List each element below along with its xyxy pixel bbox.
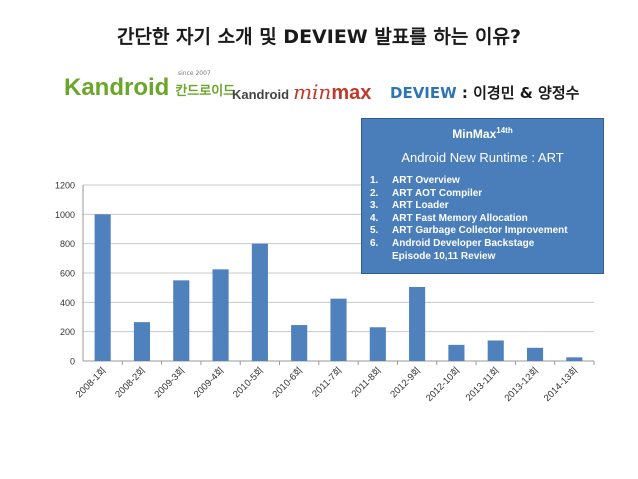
x-tick-label: 2012-10회 xyxy=(424,365,463,404)
x-tick-label: 2011-8회 xyxy=(350,365,384,399)
x-tick-label: 2013-11회 xyxy=(464,365,502,403)
y-tick-label: 1200 xyxy=(55,181,75,191)
x-tick-label: 2012-9회 xyxy=(388,365,423,400)
speaker-deview-label: DEVIEW xyxy=(390,84,457,102)
x-tick-label: 2014-13회 xyxy=(542,365,581,404)
bar xyxy=(251,243,268,361)
x-tick-label: 2013-12회 xyxy=(503,365,542,404)
minmax-logo-kandroid: Kandroid xyxy=(232,87,290,102)
list-item: 6. Android Developer Backstage xyxy=(370,238,603,251)
list-item-number: 5. xyxy=(370,225,379,237)
minmax-logo-min: min xyxy=(293,80,332,104)
list-item-text: ART AOT Compiler xyxy=(392,187,483,199)
list-item-number: 3. xyxy=(370,200,379,212)
bar xyxy=(94,214,111,361)
bar xyxy=(487,340,504,361)
list-item-text: ART Loader xyxy=(392,200,449,212)
y-tick-label: 1000 xyxy=(55,210,75,220)
list-item-text: ART Overview xyxy=(392,175,460,186)
x-tick-label: 2009-3회 xyxy=(153,365,188,400)
infobox-subtitle: Android New Runtime : ART xyxy=(401,150,564,165)
minmax-info-box: MinMax14th Android New Runtime : ART 1. A… xyxy=(361,118,604,274)
kandroid-minmax-logo: Kandroid min max xyxy=(232,80,371,105)
infobox-title: MinMax14th xyxy=(362,126,603,141)
bar xyxy=(526,347,544,361)
x-tick-label: 2010-6회 xyxy=(270,365,305,400)
bar xyxy=(369,327,386,361)
infobox-extra-line: Episode 10,11 Review xyxy=(392,250,496,262)
bar xyxy=(409,286,426,361)
infobox-title-sup: 14th xyxy=(496,126,513,135)
x-tick-label: 2009-4회 xyxy=(192,365,227,400)
list-item: 3. ART Loader xyxy=(370,200,603,213)
x-tick-label: 2011-7회 xyxy=(310,365,344,399)
list-item-number: 4. xyxy=(370,212,379,224)
list-item: 2. ART AOT Compiler xyxy=(370,188,603,201)
y-tick-label: 200 xyxy=(60,327,75,337)
bar xyxy=(212,269,229,361)
y-tick-label: 800 xyxy=(60,239,75,249)
x-tick-label: 2008-2회 xyxy=(113,365,148,400)
kandroid-logo-korean: 칸드로이드 xyxy=(175,84,236,99)
x-tick-label: 2010-5회 xyxy=(231,365,266,400)
speaker-line: DEVIEW : 이경민 & 양정수 xyxy=(390,82,579,103)
list-item-text: ART Garbage Collector Improvement xyxy=(392,225,568,237)
minmax-logo-max: max xyxy=(331,82,372,104)
bar xyxy=(133,322,151,361)
bar xyxy=(291,325,308,361)
infobox-topic-list: 1. ART Overview 2. ART AOT Compiler 3. ART … xyxy=(370,175,603,251)
list-item-number: 1. xyxy=(370,175,379,186)
list-item-text: ART Fast Memory Allocation xyxy=(392,212,528,224)
kandroid-logo-text: Kandroid xyxy=(64,74,170,101)
kandroid-logo: Kandroid 칸드로이드 since 2007 xyxy=(64,70,236,104)
y-tick-label: 0 xyxy=(70,357,75,367)
slide-title: 간단한 자기 소개 및 DEVIEW 발표를 하는 이유? xyxy=(117,26,521,48)
list-item: 4. ART Fast Memory Allocation xyxy=(370,213,603,226)
bar xyxy=(448,344,465,361)
y-tick-label: 400 xyxy=(60,298,75,308)
list-item-number: 6. xyxy=(370,237,379,249)
speaker-names: : 이경민 & 양정수 xyxy=(456,84,580,102)
bar xyxy=(330,298,347,361)
x-tick-label: 2008-1회 xyxy=(74,365,109,400)
bar xyxy=(566,357,583,361)
list-item-text: Android Developer Backstage xyxy=(392,237,535,249)
list-item-number: 2. xyxy=(370,187,379,199)
list-item: 1. ART Overview xyxy=(370,175,603,188)
infobox-title-text: MinMax xyxy=(452,127,497,141)
list-item: 5. ART Garbage Collector Improvement xyxy=(370,225,603,238)
y-tick-label: 600 xyxy=(60,269,75,279)
bar xyxy=(173,280,190,361)
kandroid-logo-since: since 2007 xyxy=(178,70,211,77)
